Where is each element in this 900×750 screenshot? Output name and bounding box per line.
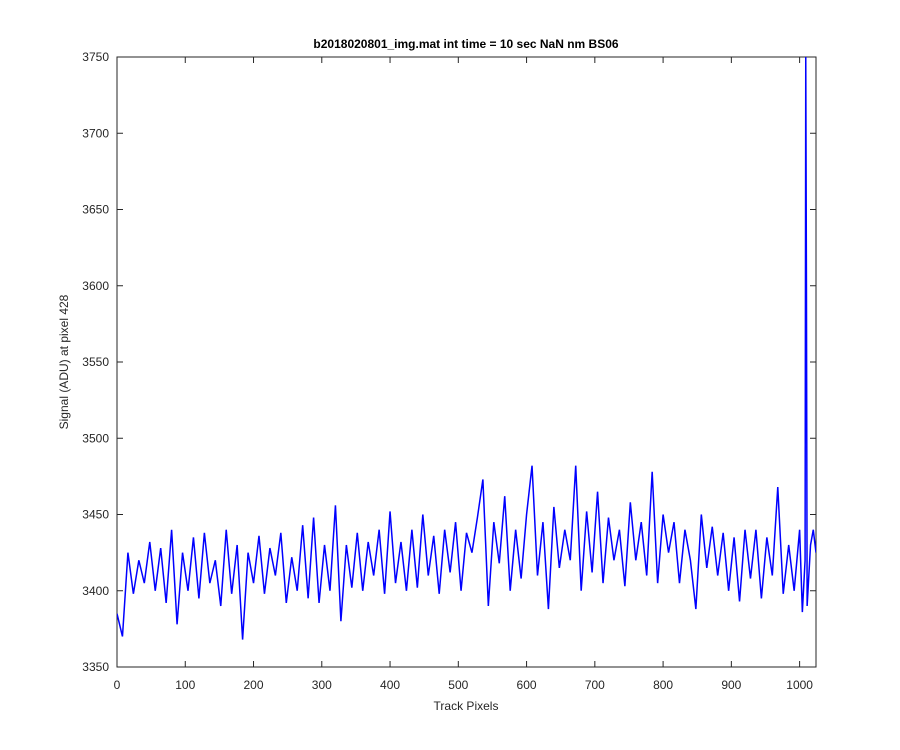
y-tick-label: 3450 (82, 508, 109, 522)
plot-content (117, 57, 816, 640)
x-tick-label: 400 (380, 678, 400, 692)
chart-title: b2018020801_img.mat int time = 10 sec Na… (313, 37, 618, 51)
y-tick-label: 3750 (82, 50, 109, 64)
y-tick-label: 3650 (82, 203, 109, 217)
x-tick-label: 800 (653, 678, 673, 692)
y-tick-label: 3600 (82, 279, 109, 293)
y-tick-label: 3400 (82, 584, 109, 598)
x-tick-label: 900 (721, 678, 741, 692)
x-tick-label: 600 (517, 678, 537, 692)
plot-area (116, 56, 817, 668)
x-tick-label: 100 (175, 678, 195, 692)
x-tick-label: 200 (244, 678, 264, 692)
x-axis-label: Track Pixels (434, 699, 499, 713)
data-line (117, 57, 816, 640)
x-tick-label: 500 (448, 678, 468, 692)
x-tick-label: 300 (312, 678, 332, 692)
x-tick-label: 700 (585, 678, 605, 692)
y-axis-label: Signal (ADU) at pixel 428 (57, 294, 71, 429)
y-tick-label: 3550 (82, 355, 109, 369)
x-tick-label: 1000 (786, 678, 813, 692)
y-tick-label: 3500 (82, 431, 109, 445)
y-tick-label: 3700 (82, 126, 109, 140)
axes: 0 100 200 300 400 500 600 700 800 900 1000 3350 3400… (82, 50, 816, 692)
y-tick-label: 3350 (82, 660, 109, 674)
x-tick-label: 0 (114, 678, 121, 692)
